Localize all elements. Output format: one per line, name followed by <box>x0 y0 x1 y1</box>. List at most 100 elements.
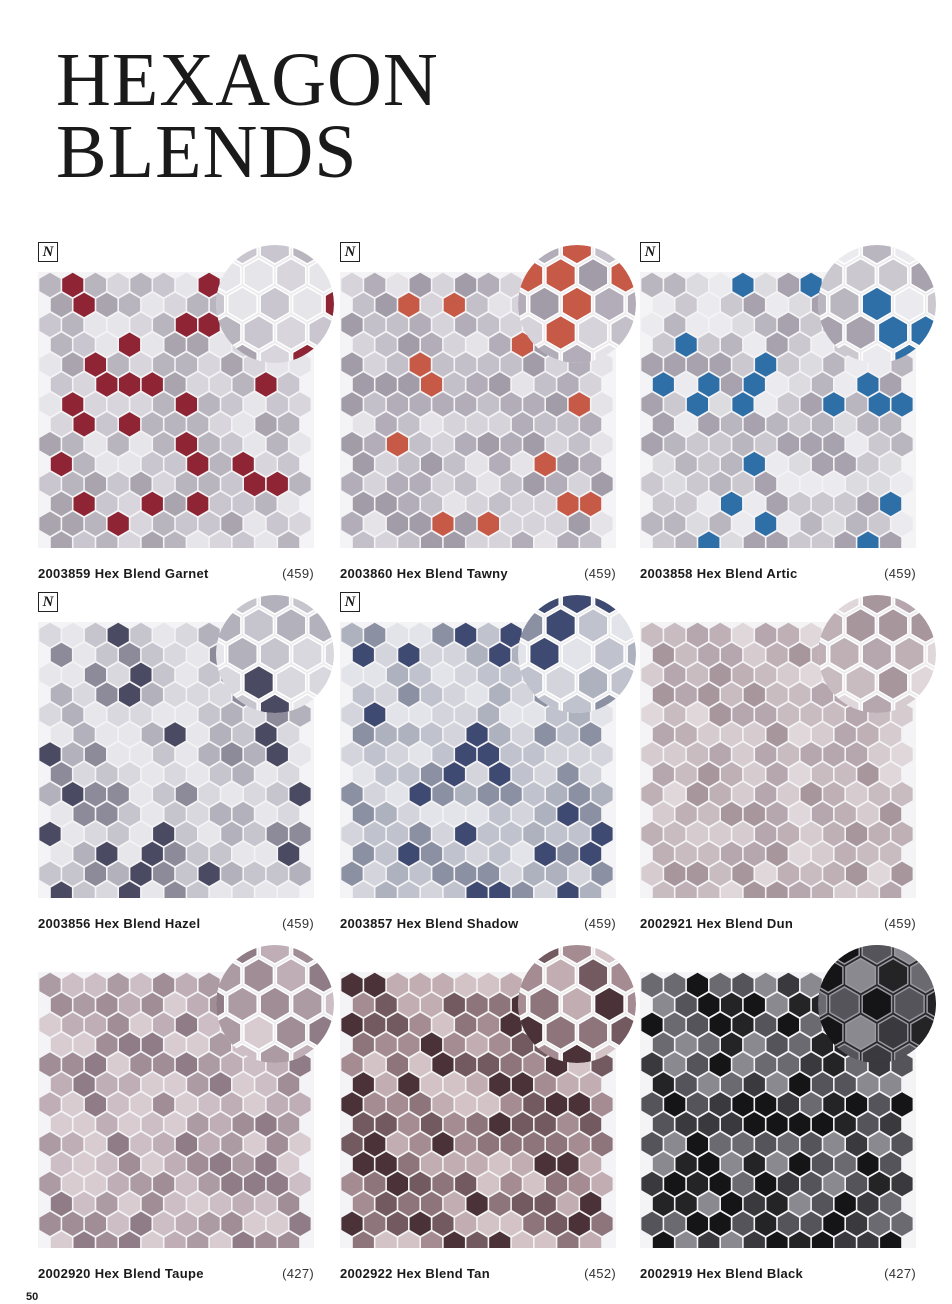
hex-tile <box>175 272 197 298</box>
hex-tile <box>84 511 106 536</box>
hex-tile <box>209 372 231 397</box>
hex-tile <box>62 1171 84 1197</box>
product-card[interactable]: N 2003858 Hex Blend Artic (459) <box>640 242 936 581</box>
hex-tile <box>96 1072 118 1097</box>
hex-tile <box>375 881 397 898</box>
hex-tile <box>421 801 443 827</box>
hex-tile <box>244 432 266 457</box>
hex-tile <box>96 1112 118 1137</box>
hex-tile <box>823 702 845 727</box>
hex-tile <box>364 312 386 337</box>
hex-tile <box>652 992 674 1018</box>
product-card[interactable]: N 2003860 Hex Blend Tawny (459) <box>340 242 636 581</box>
hex-tile <box>652 682 674 707</box>
hex-tile <box>409 1211 431 1236</box>
hex-tile <box>523 471 545 497</box>
hex-tile <box>466 762 488 787</box>
hex-tile <box>141 1112 163 1137</box>
hex-tile <box>743 1151 765 1177</box>
hex-tile <box>721 531 743 548</box>
detail-zoom-image <box>216 245 334 363</box>
zoom-hex-tile <box>577 664 609 701</box>
hex-tile <box>443 292 465 318</box>
hex-tile <box>39 511 61 536</box>
hex-tile <box>352 531 374 548</box>
zoom-hex-tile <box>926 945 936 965</box>
hex-tile <box>432 1211 454 1236</box>
hex-tile <box>386 972 408 998</box>
hex-tile <box>432 392 454 417</box>
hex-tile <box>557 372 579 397</box>
zoom-hex-tile <box>324 245 334 265</box>
hex-tile <box>857 531 879 548</box>
product-card[interactable]: 2002921 Hex Blend Dun (459) <box>640 592 936 931</box>
hex-tile <box>500 1092 522 1117</box>
hex-tile <box>686 782 708 807</box>
hex-tile <box>119 372 141 397</box>
zoom-hex-tile <box>216 636 226 672</box>
hex-tile <box>432 272 454 298</box>
hex-tile <box>73 372 95 397</box>
hex-tile <box>73 841 95 867</box>
hex-tile <box>96 372 118 397</box>
hex-tile <box>107 511 129 536</box>
hex-tile <box>675 1191 697 1217</box>
hex-tile <box>409 432 431 457</box>
hex-tile <box>743 451 765 477</box>
hex-tile <box>455 1211 477 1236</box>
hex-tile <box>278 412 300 437</box>
product-card[interactable]: 2002922 Hex Blend Tan (452) <box>340 942 636 1281</box>
hex-tile <box>130 471 152 497</box>
product-card[interactable]: N 2003857 Hex Blend Shadow (459) <box>340 592 636 931</box>
hex-tile <box>50 992 72 1018</box>
hex-tile <box>289 821 311 847</box>
hex-tile <box>500 392 522 417</box>
hex-tile <box>421 372 443 397</box>
hex-tile <box>743 292 765 318</box>
hex-tile <box>591 471 613 497</box>
product-price-code: (459) <box>584 916 616 931</box>
hex-tile <box>721 292 743 318</box>
hex-tile <box>187 292 209 318</box>
hex-tile <box>119 1231 141 1248</box>
hex-tile <box>364 1012 386 1037</box>
hex-tile <box>96 841 118 867</box>
product-card[interactable]: N 2003859 Hex Blend Garnet (459) <box>38 242 334 581</box>
hex-tile <box>789 1032 811 1057</box>
hex-tile <box>766 1072 788 1097</box>
hex-tile <box>641 312 663 337</box>
product-card[interactable]: 2002919 Hex Blend Black (427) <box>640 942 936 1281</box>
hex-tile <box>721 1112 743 1137</box>
hex-tile <box>278 372 300 397</box>
hex-tile <box>398 801 420 827</box>
hex-tile <box>675 762 697 787</box>
hex-tile <box>153 1052 175 1077</box>
hex-tile <box>857 841 879 867</box>
product-card[interactable]: N 2003856 Hex Blend Hazel (459) <box>38 592 334 931</box>
hex-tile <box>675 451 697 477</box>
hex-tile <box>96 1231 118 1248</box>
product-card[interactable]: 2002920 Hex Blend Taupe (427) <box>38 942 334 1281</box>
hex-tile <box>534 531 556 548</box>
hex-tile <box>732 1052 754 1077</box>
hex-tile <box>675 642 697 668</box>
hex-tile <box>375 762 397 787</box>
hex-tile <box>255 372 277 397</box>
hex-tile <box>409 662 431 687</box>
hex-tile <box>187 841 209 867</box>
hex-tile <box>755 1092 777 1117</box>
hex-tile <box>84 702 106 727</box>
hex-tile <box>432 821 454 847</box>
hex-tile <box>823 471 845 497</box>
hex-tile <box>800 1132 822 1157</box>
hex-tile <box>709 821 731 847</box>
zoom-hex-tile <box>626 693 636 713</box>
hex-tile <box>341 702 363 727</box>
hex-tile <box>891 742 913 767</box>
zoom-hex-tile <box>545 664 577 701</box>
hex-tile <box>39 782 61 807</box>
hex-tile <box>834 491 856 517</box>
zoom-hex-tile <box>828 986 860 1022</box>
hex-tile <box>443 1032 465 1057</box>
hex-tile <box>709 622 731 648</box>
